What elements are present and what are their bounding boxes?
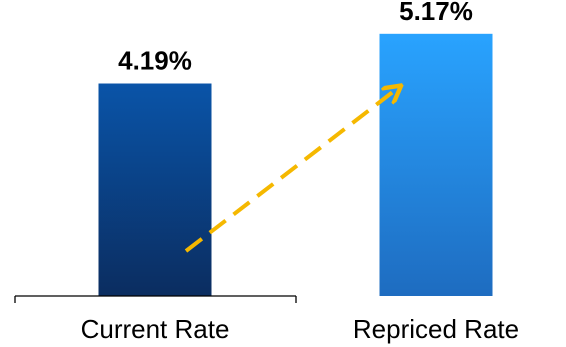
data-label-current-rate: 4.19% — [118, 46, 192, 76]
x-tick-label-current-rate: Current Rate — [81, 314, 230, 344]
x-tick-label-repriced-rate: Repriced Rate — [353, 314, 519, 344]
data-label-repriced-rate: 5.17% — [399, 0, 473, 26]
bar-current-rate — [98, 83, 212, 296]
bar-repriced-rate — [379, 33, 493, 297]
trend-arrow — [184, 88, 398, 253]
